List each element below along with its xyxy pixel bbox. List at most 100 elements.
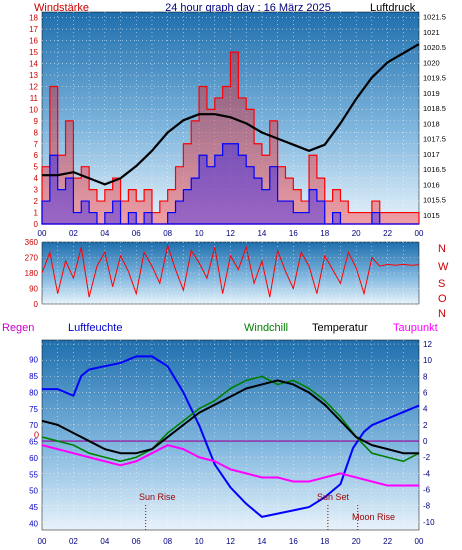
y-tick-label-wind: 7	[34, 140, 39, 149]
y-tick-label-humidity: 55	[29, 470, 38, 479]
y-tick-label-pressure: 1021	[423, 28, 440, 37]
regen-zero-label: 0	[34, 430, 39, 440]
x-tick-label-top: 06	[132, 229, 141, 238]
windrichtung-series	[41, 243, 420, 298]
y-tick-label-humidity: 65	[29, 438, 38, 447]
y-tick-label-wind: 12	[29, 82, 38, 91]
y-tick-label-pressure: 1019.5	[423, 74, 446, 83]
sun-set-label: Sun Set	[317, 492, 350, 502]
temperatur-series	[41, 379, 419, 455]
x-tick-label-bottom: 06	[132, 537, 141, 546]
y-tick-label-temperature: -10	[423, 518, 435, 527]
y-tick-label-wind: 3	[34, 186, 39, 195]
x-tick-label-top: 10	[195, 229, 204, 238]
y-tick-label-temperature: 8	[423, 372, 428, 381]
y-tick-label-direction: 90	[29, 285, 38, 294]
y-tick-label-pressure: 1016	[423, 180, 440, 189]
x-tick-label-bottom: 12	[226, 537, 235, 546]
x-tick-label-top: 00	[415, 229, 424, 238]
y-tick-label-pressure: 1020.5	[423, 43, 446, 52]
x-tick-label-top: 20	[352, 229, 361, 238]
legend-luftfeuchte: Luftfeuchte	[68, 322, 122, 334]
x-tick-label-bottom: 10	[195, 537, 204, 546]
y-tick-label-temperature: 6	[423, 389, 428, 398]
x-tick-label-top: 22	[383, 229, 392, 238]
y-tick-label-wind: 10	[29, 105, 38, 114]
y-tick-label-temperature: 10	[423, 356, 432, 365]
x-tick-label-top: 02	[69, 229, 78, 238]
compass-letter-w: W	[438, 261, 449, 273]
compass-letter-s: S	[438, 278, 445, 290]
y-tick-label-temperature: -6	[423, 486, 431, 495]
y-tick-label-wind: 1	[34, 209, 39, 218]
y-tick-label-temperature: 0	[423, 437, 428, 446]
y-tick-label-wind: 16	[29, 37, 38, 46]
y-tick-label-wind: 11	[30, 94, 39, 103]
chart-title: 24 hour graph day : 16 März 2025	[165, 2, 331, 14]
y-tick-label-pressure: 1017	[423, 150, 440, 159]
y-tick-label-wind: 5	[34, 163, 39, 172]
x-tick-label-top: 16	[289, 229, 298, 238]
y-tick-label-pressure: 1021.5	[423, 13, 446, 22]
legend-temperatur: Temperatur	[312, 322, 368, 334]
x-tick-label-bottom: 22	[383, 537, 392, 546]
y-tick-label-humidity: 70	[29, 421, 38, 430]
x-tick-label-bottom: 18	[320, 537, 329, 546]
x-tick-label-bottom: 00	[415, 537, 424, 546]
legend-regen: Regen	[2, 322, 34, 334]
moon-rise-label: Moon Rise	[352, 512, 395, 522]
y-tick-label-wind: 0	[34, 220, 39, 229]
x-tick-label-top: 18	[320, 229, 329, 238]
compass-letter-o: O	[438, 293, 447, 305]
y-tick-label-wind: 4	[34, 174, 39, 183]
windstaerke-series	[41, 51, 420, 225]
y-tick-label-humidity: 75	[29, 405, 38, 414]
x-tick-label-bottom: 16	[289, 537, 298, 546]
y-tick-label-temperature: 2	[423, 421, 428, 430]
windboeen-series	[41, 143, 419, 225]
luftdruck-series	[42, 43, 420, 186]
temperature-series	[41, 355, 420, 530]
x-tick-label-bottom: 08	[163, 537, 172, 546]
y-tick-label-pressure: 1015	[423, 211, 440, 220]
x-tick-label-top: 08	[163, 229, 172, 238]
luftfeuchte-series	[42, 355, 420, 518]
y-tick-label-temperature: -4	[423, 469, 431, 478]
y-tick-label-pressure: 1019	[423, 89, 440, 98]
x-tick-label-bottom: 14	[257, 537, 266, 546]
y-tick-label-temperature: 12	[423, 340, 432, 349]
compass-letter-n-top: N	[438, 243, 446, 255]
sun-rise-label: Sun Rise	[139, 492, 176, 502]
legend-taupunkt: Taupunkt	[393, 322, 438, 334]
y-tick-label-temperature: -2	[423, 453, 431, 462]
axis-labels: 012345678910111213141516171810151015.510…	[25, 13, 446, 546]
compass-letter-n-bottom: N	[438, 308, 446, 320]
y-tick-label-wind: 15	[29, 48, 38, 57]
y-tick-label-humidity: 80	[29, 388, 38, 397]
y-tick-label-humidity: 40	[29, 519, 38, 528]
y-tick-label-wind: 17	[29, 25, 38, 34]
y-tick-label-wind: 8	[34, 128, 39, 137]
y-tick-label-temperature: -8	[423, 502, 431, 511]
x-tick-label-top: 14	[257, 229, 266, 238]
y-tick-label-pressure: 1018.5	[423, 104, 446, 113]
y-tick-label-pressure: 1018	[423, 119, 440, 128]
y-tick-label-humidity: 90	[29, 356, 38, 365]
wind-direction-series	[41, 243, 420, 298]
x-tick-label-bottom: 04	[100, 537, 109, 546]
x-tick-label-top: 12	[226, 229, 235, 238]
y-tick-label-wind: 6	[34, 151, 39, 160]
y-tick-label-wind: 2	[34, 197, 39, 206]
y-tick-label-wind: 9	[34, 117, 39, 126]
windstaerke-label: Windstärke	[34, 2, 89, 14]
taupunkt-series	[41, 444, 419, 487]
y-tick-label-direction: 270	[25, 254, 39, 263]
y-tick-label-pressure: 1015.5	[423, 196, 446, 205]
y-tick-label-pressure: 1020	[423, 58, 440, 67]
y-tick-label-wind: 18	[29, 14, 38, 23]
legend-windchill: Windchill	[244, 322, 288, 334]
y-tick-label-humidity: 85	[29, 372, 38, 381]
y-tick-label-humidity: 45	[29, 503, 38, 512]
